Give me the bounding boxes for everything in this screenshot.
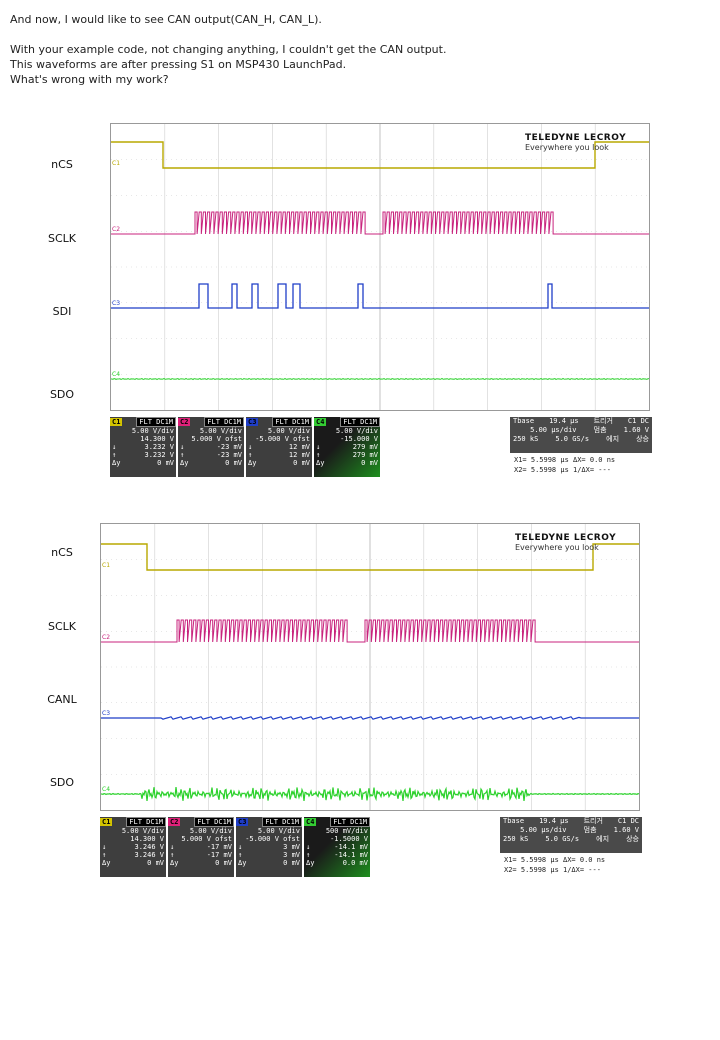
- channel-marker: C4: [102, 786, 110, 793]
- trigger-row: 5.00 µs/div 멈춤 1.60 V: [520, 826, 639, 834]
- trigger-row: 5.00 µs/div 멈춤 1.60 V: [530, 426, 649, 434]
- teledyne-lecroy-logo: TELEDYNE LECROY Everywhere you look: [525, 133, 627, 152]
- scope-screen: C1 C2 C3 C4: [100, 523, 640, 811]
- oscilloscope-capture-1: C1 C2 C3 C4 TELEDYNE LECROY Everywhere you …: [110, 123, 670, 493]
- channel-panels: C1 FLT DC1M 5.00 V/div 14.300 V ↓ 3.246 V ↑ 3.2…: [100, 817, 370, 883]
- cursor-readout: X1= 5.5998 µs ΔX= 0.0 ns X2= 5.5998 µs 1/…: [514, 455, 615, 475]
- channel-marker: C2: [112, 226, 120, 233]
- cursor-line: X1= 5.5998 µs ΔX= 0.0 ns: [514, 456, 616, 464]
- trigger-row: 250 kS 5.0 GS/s 에지 상승: [513, 435, 649, 443]
- channel-panel-c4[interactable]: C4 FLT DC1M 500 mV/div -1.5000 V ↓ -14.1 mV ↑ -…: [304, 817, 370, 877]
- cursor-line: X2= 5.5998 µs 1/ΔX= ---: [504, 866, 601, 874]
- waveform-plot: C1 C2 C3 C4: [111, 124, 649, 410]
- channel-panel-c3[interactable]: C3 FLT DC1M 5.00 V/div -5.000 V ofst ↓ 12 mV ↑…: [246, 417, 312, 477]
- channel-marker: C1: [102, 562, 110, 569]
- ncs-trace: [101, 543, 639, 571]
- channel-marker: C1: [112, 160, 120, 167]
- cursor-line: X1= 5.5998 µs ΔX= 0.0 ns: [504, 856, 606, 864]
- sclk-trace: [101, 619, 639, 643]
- channel-marker: C4: [112, 371, 120, 378]
- trigger-row: Tbase 19.4 µs 트리거 C1 DC: [513, 417, 649, 425]
- channel-panels: C1 FLT DC1M 5.00 V/div 14.300 V ↓ 3.232 V ↑ 3.2…: [110, 417, 380, 483]
- post-line: What's wrong with my work?: [10, 73, 169, 86]
- channel-marker: C3: [102, 710, 110, 717]
- sdi-trace: [111, 283, 649, 309]
- ncs-trace: [111, 141, 649, 169]
- trigger-row: 250 kS 5.0 GS/s 에지 상승: [503, 835, 639, 843]
- label-sdo: SDO: [49, 388, 75, 401]
- channel-panel-c3[interactable]: C3 FLT DC1M 5.00 V/div -5.000 V ofst ↓ 3 mV ↑ 3…: [236, 817, 302, 877]
- cursor-readout: X1= 5.5998 µs ΔX= 0.0 ns X2= 5.5998 µs 1/…: [504, 855, 605, 875]
- teledyne-lecroy-logo: TELEDYNE LECROY Everywhere you look: [515, 533, 617, 552]
- label-ncs: nCS: [51, 158, 73, 171]
- post-line: This waveforms are after pressing S1 on …: [10, 58, 347, 71]
- sdo-trace: [101, 786, 639, 802]
- label-canl: CANL: [47, 693, 77, 706]
- channel-marker: C2: [102, 634, 110, 641]
- waveform-plot: C1 C2 C3 C4: [101, 524, 639, 810]
- channel-marker: C3: [112, 300, 120, 307]
- channel-panel-c4[interactable]: C4 FLT DC1M 5.00 V/div -15.000 V ↓ 279 mV ↑ 279…: [314, 417, 380, 477]
- canl-trace: [101, 716, 639, 720]
- scope-screen: C1 C2 C3 C4: [110, 123, 650, 411]
- channel-panel-c2[interactable]: C2 FLT DC1M 5.00 V/div 5.000 V ofst ↓ -17 mV ↑…: [168, 817, 234, 877]
- label-sclk: SCLK: [47, 232, 76, 245]
- label-sdo: SDO: [49, 776, 75, 789]
- label-ncs: nCS: [51, 546, 73, 559]
- channel-panel-c1[interactable]: C1 FLT DC1M 5.00 V/div 14.300 V ↓ 3.232 V ↑ 3.2…: [110, 417, 176, 477]
- sdo-trace: [111, 377, 649, 381]
- trigger-row: Tbase 19.4 µs 트리거 C1 DC: [503, 817, 639, 825]
- post-line: With your example code, not changing any…: [10, 43, 447, 56]
- cursor-line: X2= 5.5998 µs 1/ΔX= ---: [514, 466, 611, 474]
- sclk-trace: [111, 211, 649, 235]
- oscilloscope-capture-2: C1 C2 C3 C4 TELEDYNE LECROY Everywhere you …: [100, 523, 660, 893]
- channel-panel-c1[interactable]: C1 FLT DC1M 5.00 V/div 14.300 V ↓ 3.246 V ↑ 3.2…: [100, 817, 166, 877]
- forum-post-text: And now, I would like to see CAN output(…: [10, 12, 446, 87]
- post-line: And now, I would like to see CAN output(…: [10, 13, 322, 26]
- channel-panel-c2[interactable]: C2 FLT DC1M 5.00 V/div 5.000 V ofst ↓ -23 mV ↑…: [178, 417, 244, 477]
- label-sclk: SCLK: [47, 620, 76, 633]
- label-sdi: SDI: [52, 305, 72, 318]
